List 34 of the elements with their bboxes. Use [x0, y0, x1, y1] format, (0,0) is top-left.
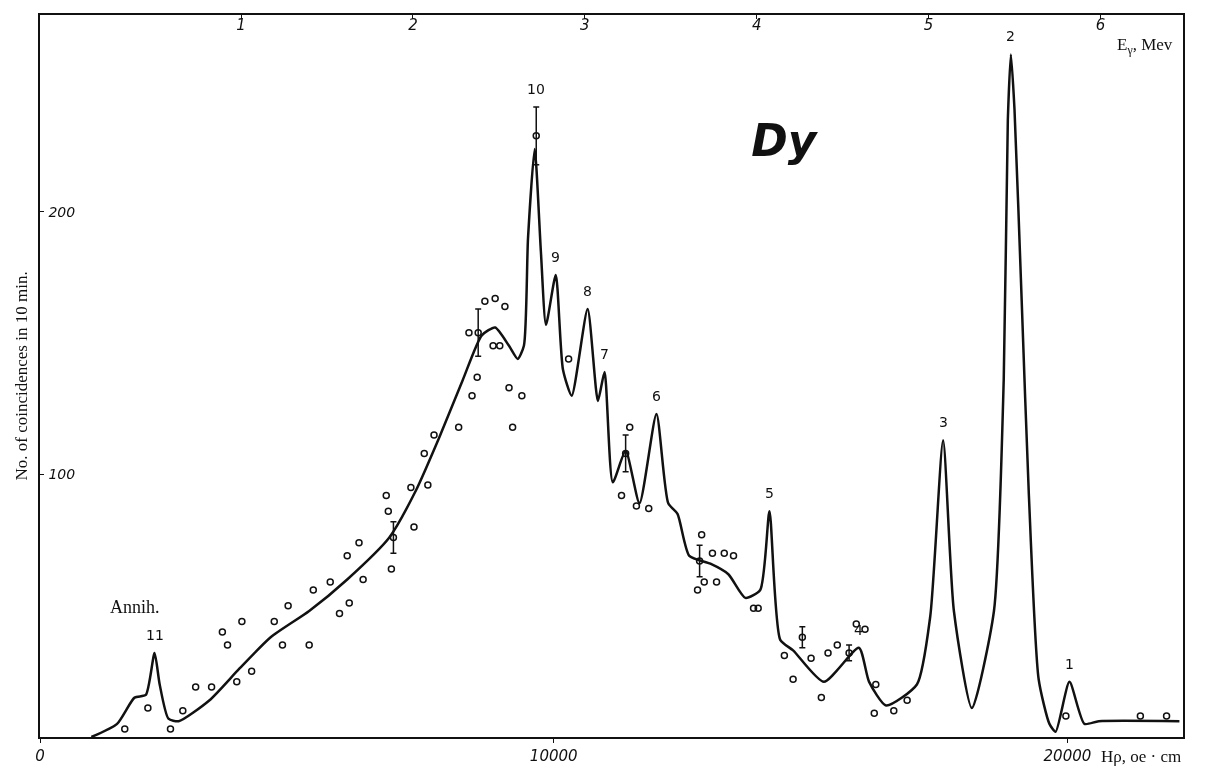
point	[695, 557, 704, 565]
annotation: 5	[765, 485, 774, 501]
annotation: 11	[146, 627, 164, 643]
y-axis-title: No. of coincidences in 10 min.	[11, 271, 31, 481]
point	[798, 633, 807, 641]
annotation: 10	[527, 81, 545, 97]
point	[389, 533, 398, 542]
x2-tick-label: 1	[236, 15, 246, 34]
y-tick-label: 100	[48, 466, 76, 483]
annotation: 6	[652, 388, 661, 404]
x2-tick-label: 4	[751, 15, 762, 34]
x-tick-label: 0	[35, 747, 45, 765]
point	[474, 328, 482, 337]
x-axis-title: Hρ, oe · cm	[1101, 747, 1182, 766]
x2-tick-label: 5	[923, 15, 934, 34]
y-tick-label: 200	[48, 203, 76, 220]
annotation: 7	[600, 346, 609, 362]
x2-tick-label: 3	[580, 15, 590, 34]
x-tick-label: 10000	[529, 747, 578, 765]
annotation: Annih.	[110, 597, 160, 617]
point	[621, 449, 630, 458]
point	[532, 132, 540, 140]
annotation: 2	[1006, 28, 1015, 44]
x2-axis-title: E$_{γ}$, Mev	[1117, 35, 1173, 57]
annotation: 8	[583, 283, 592, 299]
x2-tick-label: 6	[1095, 15, 1106, 34]
annotation: 1	[1065, 656, 1074, 672]
point	[845, 649, 853, 657]
x-tick-label: 20000	[1043, 747, 1092, 765]
x2-tick-label: 2	[408, 15, 418, 34]
annotation: 4	[854, 622, 863, 638]
annotation: 3	[939, 414, 948, 430]
annotation: 9	[551, 249, 560, 265]
text: Dy	[751, 114, 819, 166]
